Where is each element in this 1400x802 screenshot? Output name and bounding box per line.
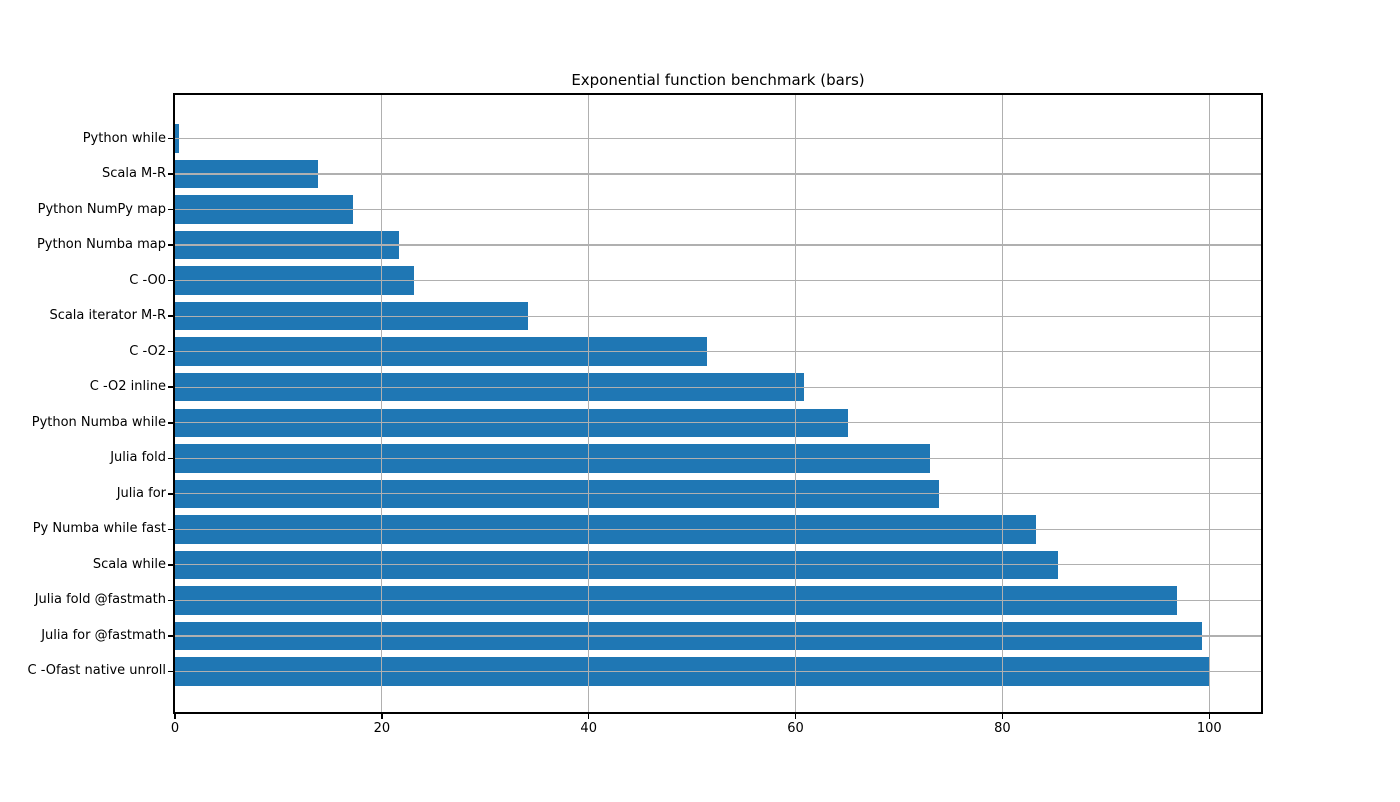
y-tick-mark bbox=[168, 564, 173, 566]
gridline-h bbox=[175, 280, 1261, 282]
x-tick-mark bbox=[1001, 714, 1004, 719]
x-tick-label: 0 bbox=[170, 721, 180, 736]
y-tick-mark bbox=[168, 599, 173, 602]
y-tick-mark bbox=[168, 137, 173, 140]
y-tick-mark bbox=[168, 244, 173, 246]
gridline-h bbox=[175, 564, 1261, 566]
gridline-h bbox=[175, 493, 1261, 495]
gridline-v bbox=[381, 95, 383, 712]
y-tick-mark bbox=[168, 493, 173, 495]
y-tick-mark bbox=[168, 635, 173, 637]
x-tick-mark bbox=[794, 714, 797, 719]
y-tick-mark bbox=[168, 173, 173, 175]
gridline-h bbox=[175, 599, 1261, 602]
y-tick-mark bbox=[168, 350, 173, 353]
gridline-v bbox=[588, 95, 590, 712]
gridline-h bbox=[175, 173, 1261, 175]
gridline-h bbox=[175, 315, 1261, 317]
y-tick-label: Julia fold @fastmath bbox=[34, 592, 166, 608]
x-tick-label: 40 bbox=[580, 721, 597, 736]
x-tick-mark bbox=[1208, 714, 1211, 719]
gridline-h bbox=[175, 528, 1261, 530]
y-tick-label: C -O2 inline bbox=[89, 379, 166, 395]
y-tick-mark bbox=[168, 315, 173, 317]
y-tick-mark bbox=[168, 670, 173, 673]
y-tick-label: Scala iterator M-R bbox=[49, 308, 166, 324]
y-tick-mark bbox=[168, 528, 173, 531]
y-tick-label: Scala M-R bbox=[101, 166, 166, 182]
gridline-h bbox=[175, 670, 1261, 673]
x-tick-label: 100 bbox=[1196, 721, 1222, 736]
y-tick-label: Python Numba while bbox=[31, 414, 166, 430]
y-tick-mark bbox=[168, 208, 173, 211]
y-tick-label: Julia fold bbox=[110, 450, 166, 466]
x-tick-label: 80 bbox=[994, 721, 1011, 736]
y-tick-label: Julia for bbox=[116, 485, 166, 501]
y-tick-label: Py Numba while fast bbox=[32, 521, 166, 537]
gridline-h bbox=[175, 208, 1261, 211]
y-tick-label: Python NumPy map bbox=[37, 201, 166, 217]
gridline-v bbox=[1001, 95, 1004, 712]
y-tick-label: C -O0 bbox=[129, 272, 166, 288]
plot-area bbox=[175, 95, 1261, 712]
y-tick-mark bbox=[168, 422, 173, 424]
gridline-h bbox=[175, 386, 1261, 388]
gridline-h bbox=[175, 422, 1261, 424]
y-tick-label: Scala while bbox=[92, 556, 166, 572]
y-tick-mark bbox=[168, 386, 173, 388]
y-tick-label: Python Numba map bbox=[36, 237, 166, 253]
y-tick-mark bbox=[168, 457, 173, 460]
y-tick-mark bbox=[168, 279, 173, 282]
x-tick-label: 60 bbox=[787, 721, 804, 736]
chart-title: Exponential function benchmark (bars) bbox=[571, 71, 865, 89]
y-tick-label: C -O2 bbox=[129, 343, 166, 359]
gridline-v bbox=[794, 95, 797, 712]
x-tick-mark bbox=[587, 714, 590, 719]
gridline-h bbox=[175, 635, 1261, 637]
gridline-h bbox=[175, 137, 1261, 140]
gridline-v bbox=[1208, 95, 1210, 712]
x-tick-mark bbox=[381, 714, 383, 719]
y-tick-label: Julia for @fastmath bbox=[41, 627, 166, 643]
gridline-h bbox=[175, 244, 1261, 246]
y-tick-label: C -Ofast native unroll bbox=[27, 663, 167, 679]
x-tick-mark bbox=[174, 714, 176, 719]
x-tick-label: 20 bbox=[373, 721, 391, 736]
gridline-h bbox=[175, 351, 1261, 353]
gridline-h bbox=[175, 457, 1261, 459]
y-tick-label: Python while bbox=[82, 130, 166, 146]
